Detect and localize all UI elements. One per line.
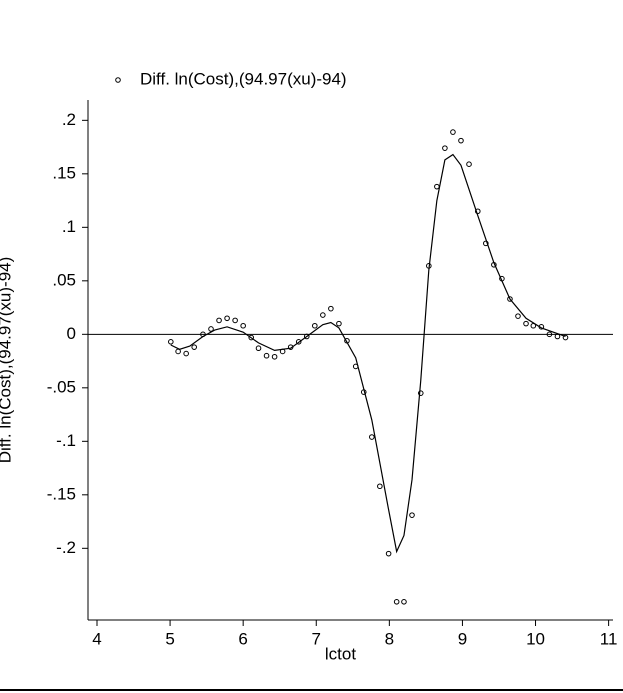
point [466, 161, 472, 167]
point [385, 550, 392, 557]
point [183, 350, 189, 357]
point [271, 353, 278, 360]
y-tick-label: .1 [62, 217, 76, 236]
x-axis-title: lctot [325, 644, 356, 663]
point [442, 145, 448, 151]
point [417, 390, 424, 396]
y-axis-title: Diff. ln(Cost),(94.97(xu)-94) [0, 257, 14, 464]
point [208, 326, 214, 332]
point [255, 345, 262, 352]
x-tick-label: 11 [600, 629, 618, 648]
x-tick-label: 5 [165, 629, 174, 648]
point [434, 183, 440, 190]
x-tick-label: 4 [92, 629, 101, 648]
point [263, 352, 270, 359]
point [507, 296, 513, 302]
x-tick-label: 6 [238, 629, 247, 648]
x-tick-label: 7 [312, 629, 321, 648]
point [546, 331, 553, 338]
point [483, 240, 489, 247]
point [311, 322, 318, 329]
y-tick-label: -.15 [47, 484, 76, 503]
x-tick-label: 8 [385, 629, 394, 648]
point [401, 599, 407, 605]
y-tick-label: 0 [67, 324, 76, 343]
point [248, 334, 255, 341]
y-tick-label: -.05 [47, 377, 76, 396]
legend-marker [115, 77, 121, 83]
point [369, 434, 375, 440]
point [562, 334, 569, 341]
point [240, 322, 246, 329]
point [409, 512, 415, 518]
y-tick-label: .15 [52, 163, 76, 182]
point [515, 313, 521, 319]
point [328, 305, 334, 312]
y-tick-label: -.1 [56, 431, 76, 450]
point [474, 208, 481, 215]
legend-label: Diff. ln(Cost),(94.97(xu)-94) [140, 69, 347, 88]
point [216, 317, 222, 324]
y-tick-label: -.2 [56, 538, 76, 557]
point [554, 333, 561, 340]
point [191, 344, 197, 350]
y-tick-label: .2 [62, 110, 76, 129]
y-tick-label: .05 [52, 270, 76, 289]
smooth-line [170, 153, 566, 554]
point [393, 599, 400, 605]
x-tick-label: 9 [458, 629, 467, 648]
x-tick-label: 10 [526, 629, 545, 648]
point [320, 312, 326, 318]
point [303, 333, 310, 340]
point [450, 129, 456, 135]
point [168, 339, 174, 345]
point [224, 315, 230, 322]
point [377, 483, 383, 490]
point [458, 137, 464, 144]
point [336, 320, 342, 327]
point [523, 320, 529, 327]
point [232, 317, 238, 324]
point [295, 339, 302, 345]
